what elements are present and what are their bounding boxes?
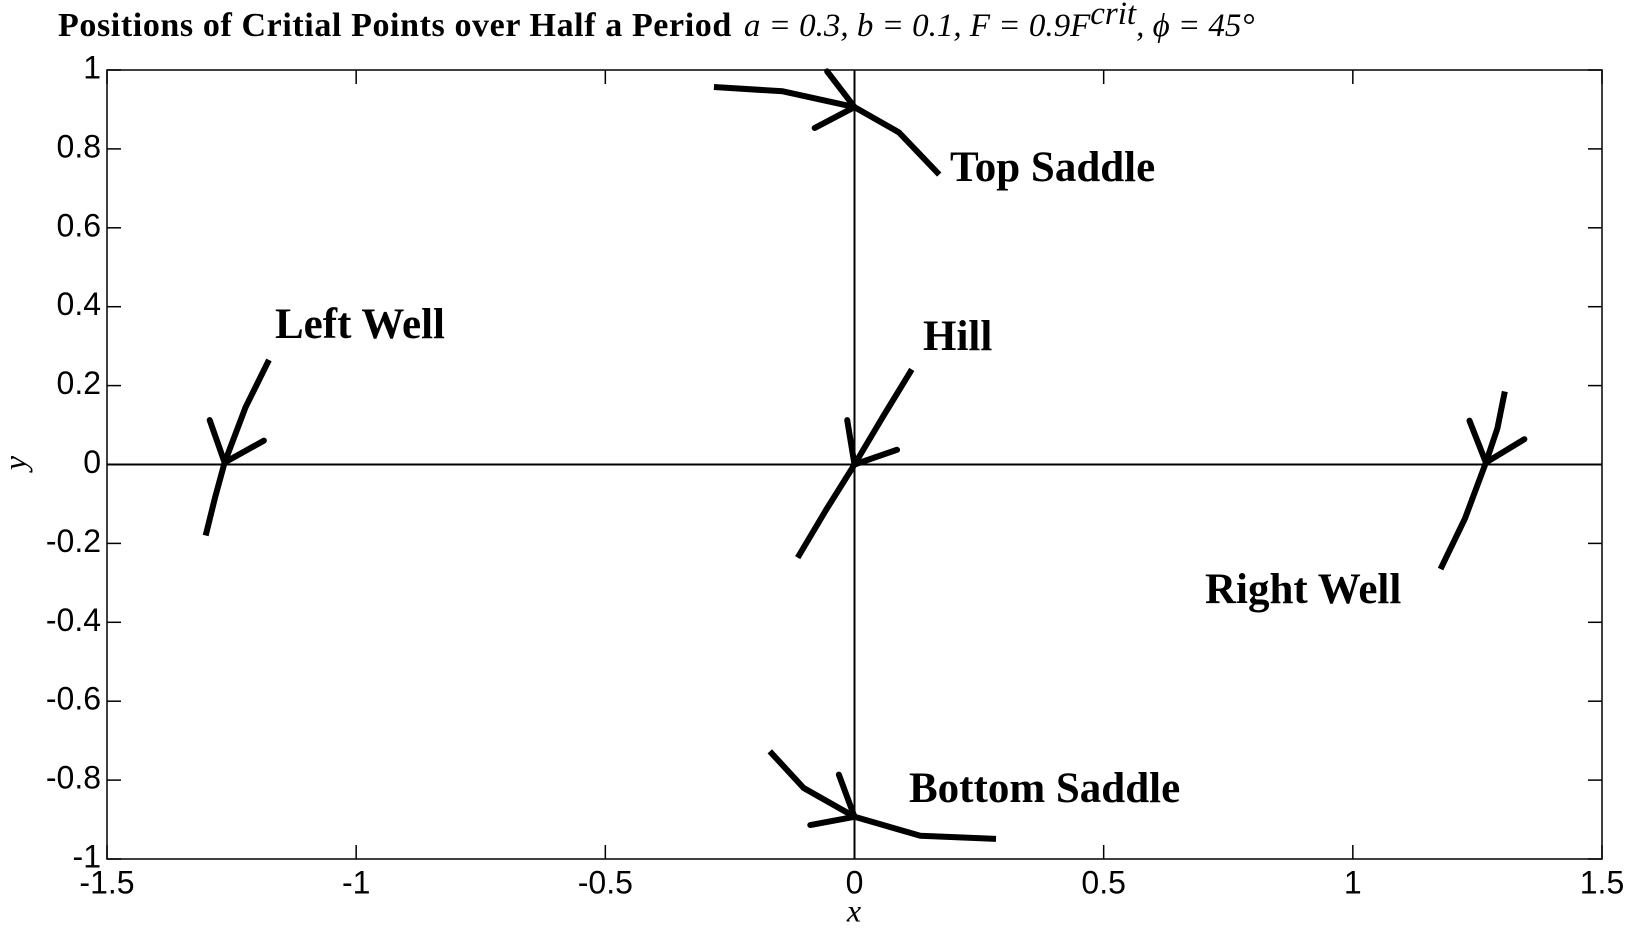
y-tick-label: -1: [73, 838, 101, 874]
y-tick-label: -0.2: [46, 523, 101, 559]
series-label: Top Saddle: [950, 144, 1155, 191]
x-tick-label: 1: [1344, 864, 1362, 900]
arrowhead: [1482, 436, 1528, 466]
series-label: Bottom Saddle: [909, 765, 1180, 812]
y-tick-label: 0: [83, 444, 101, 480]
y-tick-label: 1: [83, 49, 101, 85]
series-label: Left Well: [275, 301, 445, 348]
critical-point-path: [202, 358, 272, 537]
y-tick-label: 0.6: [57, 207, 101, 243]
y-tick-label: 0.8: [57, 128, 101, 164]
arrowhead: [835, 771, 858, 820]
title-params: a = 0.3, b = 0.1, F = 0.9F: [744, 8, 1091, 44]
y-tick-label: 0.2: [57, 365, 101, 401]
y-tick-label: -0.6: [46, 681, 101, 717]
y-tick-label: 0.4: [57, 286, 101, 322]
chart-title: Positions of Critial Points over Half a …: [58, 0, 1255, 44]
x-tick-label: -1: [342, 864, 370, 900]
x-tick-label: -0.5: [578, 864, 633, 900]
y-tick-label: -0.8: [46, 760, 101, 796]
y-tick-label: -0.4: [46, 602, 101, 638]
arrowhead: [824, 68, 858, 111]
y-axis-label: y: [0, 455, 32, 473]
arrowhead: [807, 813, 858, 829]
x-tick-label: -1.5: [79, 864, 134, 900]
arrowhead: [851, 446, 901, 468]
x-axis-label: x: [846, 892, 861, 928]
critical-point-path: [713, 83, 942, 177]
arrowhead: [811, 104, 858, 132]
arrowhead: [221, 437, 267, 466]
x-tick-label: 0.5: [1081, 864, 1125, 900]
series-label: Right Well: [1205, 566, 1401, 613]
title-params-sup: crit: [1090, 0, 1137, 32]
x-tick-label: 0: [846, 864, 864, 900]
arrowhead: [206, 417, 228, 466]
arrowhead: [1466, 417, 1489, 466]
series-label: Hill: [923, 313, 992, 360]
title-text: Positions of Critial Points over Half a …: [58, 7, 732, 44]
title-params: , ϕ = 45°: [1136, 8, 1255, 44]
x-tick-label: 1.5: [1580, 864, 1624, 900]
arrowhead: [844, 417, 858, 468]
critical-point-path: [1437, 390, 1508, 571]
